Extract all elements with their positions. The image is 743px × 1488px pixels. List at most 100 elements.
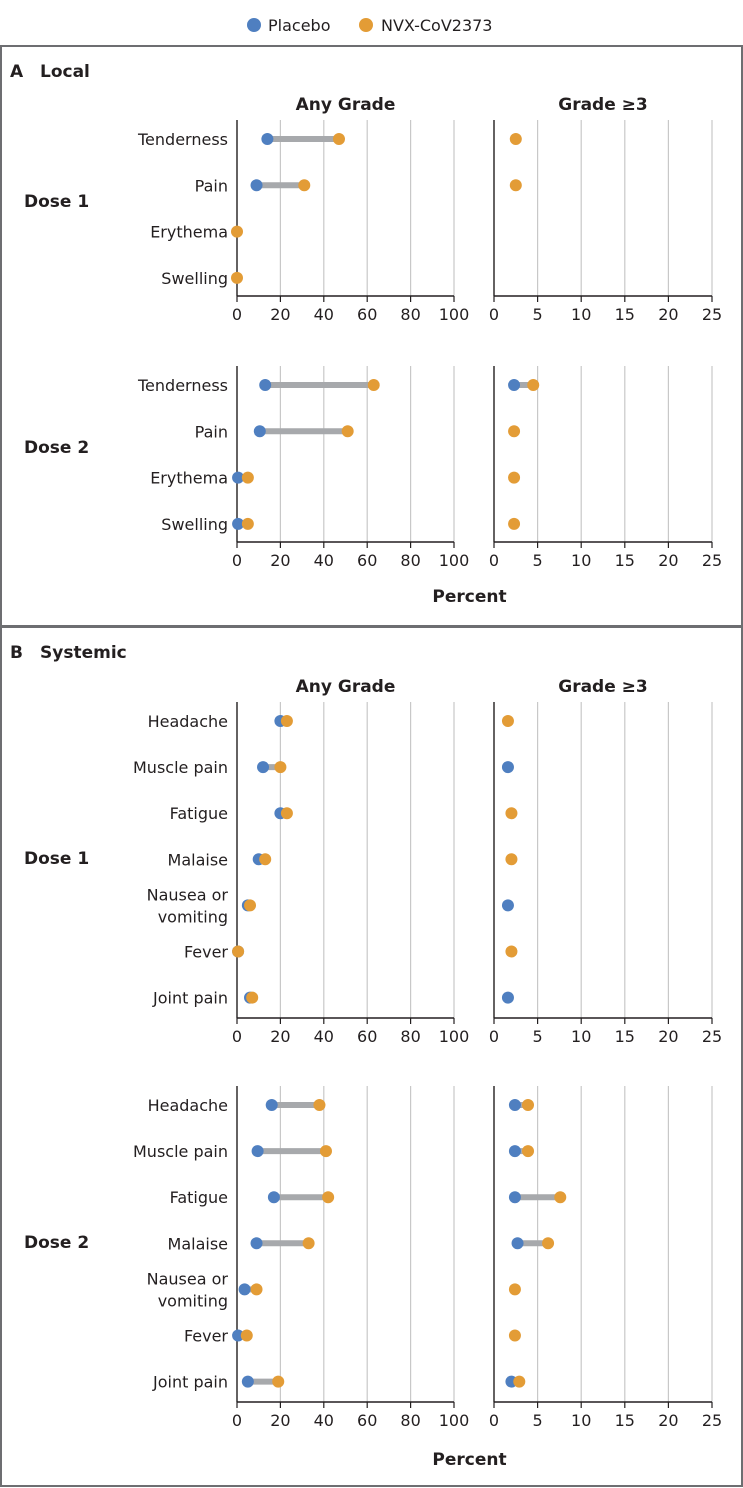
category-label-line: vomiting — [158, 1291, 228, 1310]
x-tick-label: 10 — [571, 305, 591, 324]
category-label: Malaise — [168, 850, 228, 869]
category-label-line: Pain — [195, 422, 228, 441]
category-label-line: Swelling — [161, 515, 228, 534]
vaccine-point — [322, 1191, 335, 1204]
vaccine-point — [240, 1329, 253, 1342]
x-tick-label: 40 — [314, 551, 334, 570]
x-tick-label: 60 — [357, 305, 377, 324]
category-label: Pain — [195, 176, 228, 195]
plot-any-grade: 0 20 40 60 80 100 — [232, 702, 469, 1046]
x-tick-label: 0 — [489, 1027, 499, 1046]
category-label-line: Fatigue — [170, 1188, 228, 1207]
category-label-line: Nausea or — [147, 1269, 229, 1288]
vaccine-point — [341, 425, 354, 438]
plot-grade3: 0 5 10 15 20 25 — [489, 702, 722, 1046]
category-label: Malaise — [168, 1234, 228, 1253]
x-tick-label: 15 — [615, 1411, 635, 1430]
vaccine-point — [298, 179, 311, 192]
dose-label: Dose 1 — [24, 192, 89, 212]
category-label-line: Erythema — [150, 223, 228, 242]
dose-label: Dose 1 — [24, 849, 89, 869]
category-label: Nausea or vomiting — [147, 1269, 229, 1310]
placebo-point — [508, 1191, 521, 1204]
x-tick-label: 15 — [615, 305, 635, 324]
x-tick-label: 60 — [357, 1411, 377, 1430]
panel-border — [0, 626, 743, 1487]
category-label-line: Muscle pain — [133, 758, 228, 777]
plot-any-grade: 0 20 40 60 80 100 — [231, 120, 469, 324]
placebo-point — [267, 1191, 280, 1204]
category-label: Fatigue — [170, 804, 228, 823]
legend: Placebo NVX-CoV2373 — [247, 16, 492, 35]
category-label-line: Joint pain — [152, 989, 228, 1008]
category-label: Muscle pain — [133, 758, 228, 777]
dose-label: Dose 2 — [24, 438, 89, 458]
chart-panel-b-dose-1: Headache Muscle pain Fatigue Malaise Nausea … — [24, 702, 722, 1046]
x-axis-label: Percent — [432, 587, 506, 607]
dose-label: Dose 2 — [24, 1233, 89, 1253]
placebo-point — [265, 1099, 278, 1111]
x-tick-label: 20 — [658, 1027, 678, 1046]
panel-a: A Local Any Grade Grade ≥3 Percent — [0, 45, 743, 627]
x-tick-label: 60 — [357, 551, 377, 570]
vaccine-point — [241, 517, 254, 530]
vaccine-point — [508, 471, 521, 484]
x-tick-label: 5 — [533, 1027, 543, 1046]
vaccine-point — [505, 945, 518, 958]
category-label-line: Nausea or — [147, 885, 229, 904]
x-tick-label: 100 — [439, 1027, 470, 1046]
vaccine-point — [302, 1237, 315, 1250]
x-tick-label: 100 — [439, 551, 470, 570]
category-label: Joint pain — [152, 1373, 228, 1392]
placebo-point — [508, 1099, 521, 1111]
x-axis-label: Percent — [432, 1450, 506, 1470]
x-tick-label: 0 — [489, 305, 499, 324]
category-label-line: Headache — [148, 1096, 228, 1115]
category-label: Tenderness — [137, 376, 228, 395]
panel-b: B Systemic Any Grade Grade ≥3 Percent — [0, 626, 743, 1487]
x-tick-label: 5 — [533, 305, 543, 324]
placebo-point — [250, 1237, 263, 1250]
legend-vaccine-label: NVX-CoV2373 — [381, 16, 492, 35]
vaccine-point — [246, 991, 259, 1004]
x-tick-label: 10 — [571, 1411, 591, 1430]
vaccine-point — [501, 715, 514, 727]
x-tick-label: 15 — [615, 1027, 635, 1046]
vaccine-point — [319, 1145, 332, 1158]
x-tick-label: 20 — [658, 551, 678, 570]
category-label: Headache — [148, 1096, 228, 1115]
vaccine-point — [513, 1375, 526, 1388]
category-label: Swelling — [161, 269, 228, 288]
x-tick-label: 40 — [314, 1411, 334, 1430]
placebo-point — [508, 1145, 521, 1158]
category-label-line: vomiting — [158, 907, 228, 926]
vaccine-point — [274, 761, 287, 774]
placebo-point — [501, 761, 514, 774]
chart-panel-a-dose-2: Tenderness Pain Erythema Swelling Dose 2 0 20 4… — [24, 366, 722, 570]
x-tick-label: 80 — [400, 551, 420, 570]
category-label: Muscle pain — [133, 1142, 228, 1161]
vaccine-point — [231, 271, 243, 284]
column-title-any-grade: Any Grade — [296, 95, 396, 115]
category-label-line: Malaise — [168, 850, 228, 869]
vaccine-point — [527, 379, 540, 391]
x-tick-label: 0 — [489, 551, 499, 570]
x-tick-label: 0 — [232, 551, 242, 570]
category-label-line: Fever — [184, 943, 228, 962]
panel-title: Local — [40, 62, 90, 82]
category-label-line: Pain — [195, 176, 228, 195]
x-tick-label: 40 — [314, 1027, 334, 1046]
plot-grade3: 0 5 10 15 20 25 — [489, 1086, 722, 1430]
placebo-point — [232, 1329, 245, 1342]
category-label: Pain — [195, 422, 228, 441]
category-label-line: Fever — [184, 1327, 228, 1346]
panel-border — [0, 45, 743, 627]
category-label: Tenderness — [137, 130, 228, 149]
placebo-point — [232, 471, 245, 484]
x-tick-label: 25 — [702, 305, 722, 324]
x-tick-label: 80 — [400, 1027, 420, 1046]
legend-vaccine-marker — [359, 18, 373, 32]
vaccine-point — [509, 133, 522, 145]
placebo-point — [261, 133, 274, 145]
